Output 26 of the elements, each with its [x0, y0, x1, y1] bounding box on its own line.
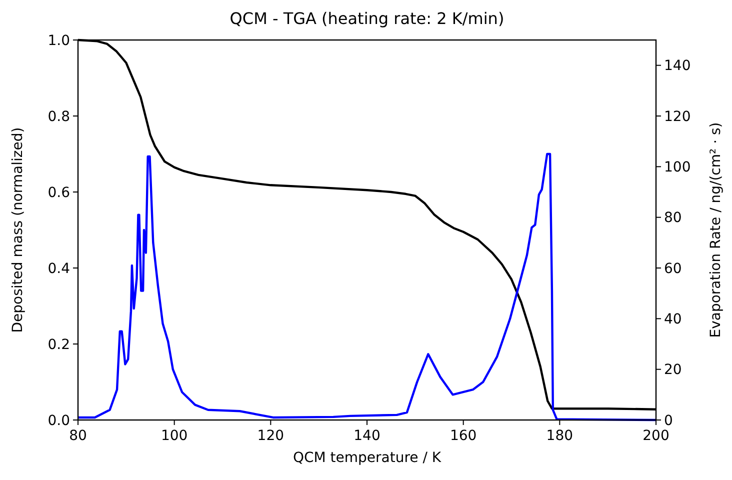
- x-tick-label: 100: [160, 428, 188, 444]
- x-tick-label: 180: [546, 428, 574, 444]
- line-series: [78, 152, 656, 422]
- y2-axis-title: Evaporation Rate / ng/(cm² · s): [708, 122, 724, 338]
- x-tick-label: 80: [69, 428, 87, 444]
- y-tick-label: 0.2: [48, 336, 70, 353]
- y2-tick-label: 100: [664, 160, 691, 176]
- y2-tick-label: 80: [664, 210, 682, 226]
- y2-tick-label: 20: [664, 362, 682, 378]
- y-tick-label: 0.8: [48, 108, 70, 125]
- y2-tick-label: 120: [664, 108, 691, 125]
- y-tick-label: 0.6: [48, 184, 70, 201]
- x-axis-title: QCM temperature / K: [292, 450, 442, 466]
- y-tick-label: 0.0: [48, 412, 70, 429]
- chart-title: QCM - TGA (heating rate: 2 K/min): [230, 9, 504, 28]
- x-tick-label: 160: [450, 428, 477, 444]
- y2-tick-label: 40: [664, 312, 682, 328]
- y2-tick-label: 0: [664, 412, 673, 429]
- x-tick-label: 200: [642, 428, 670, 444]
- y-axis-title: Deposited mass (normalized): [10, 127, 26, 333]
- y2-tick-label: 140: [664, 58, 691, 74]
- y-tick-label: 0.4: [48, 260, 70, 277]
- y2-tick-label: 60: [664, 260, 682, 277]
- x-tick-label: 140: [354, 428, 380, 444]
- y-tick-label: 1.0: [48, 32, 70, 49]
- x-tick-label: 120: [257, 428, 284, 444]
